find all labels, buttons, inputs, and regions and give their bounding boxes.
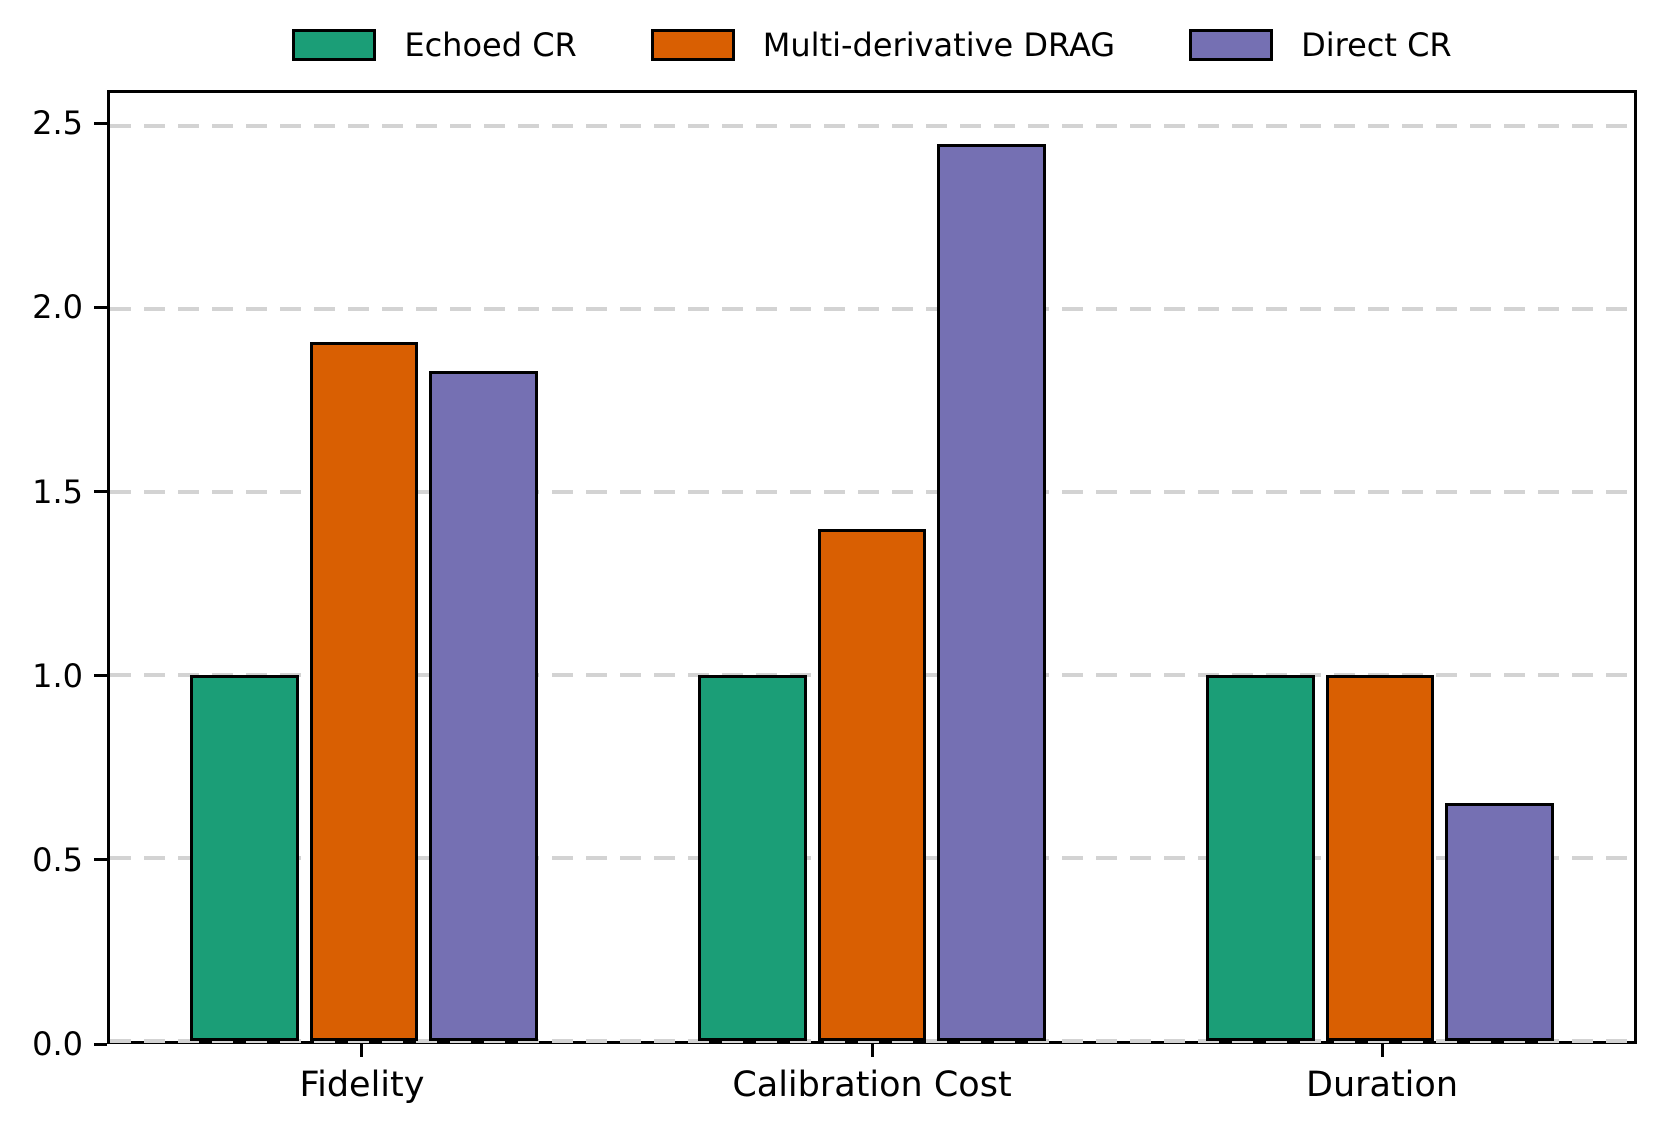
y-tick-mark — [94, 674, 107, 678]
y-axis: 0.0 0.5 1.0 1.5 2.0 2.5 — [0, 90, 107, 1060]
x-tick-label-fidelity: Fidelity — [299, 1065, 425, 1105]
y-tick-mark — [94, 121, 107, 125]
plot-area — [107, 90, 1637, 1044]
bar-direct-cr-duration — [1445, 803, 1554, 1041]
bar-echoed-cr-duration — [1206, 674, 1315, 1041]
bar-echoed-cr-fidelity — [190, 674, 299, 1041]
y-tick-mark — [94, 1042, 107, 1046]
x-tick-mark — [870, 1044, 874, 1057]
gridline-2-0 — [110, 306, 1634, 311]
y-tick-label: 0.0 — [32, 1025, 83, 1063]
legend-item-multi-derivative-drag: Multi-derivative DRAG — [650, 26, 1116, 64]
bar-direct-cr-fidelity — [429, 371, 538, 1041]
chart-legend: Echoed CR Multi-derivative DRAG Direct CR — [107, 14, 1637, 76]
y-tick-label: 1.0 — [32, 656, 83, 695]
x-tick-label-duration: Duration — [1305, 1065, 1459, 1105]
y-tick-label: 2.5 — [32, 104, 83, 143]
legend-item-echoed-cr: Echoed CR — [292, 26, 577, 64]
legend-swatch-icon — [1189, 29, 1274, 61]
legend-label: Direct CR — [1301, 26, 1452, 64]
y-tick-mark — [94, 858, 107, 862]
bar-echoed-cr-calibration-cost — [698, 674, 807, 1041]
legend-label: Multi-derivative DRAG — [762, 26, 1116, 64]
y-tick-mark — [94, 305, 107, 309]
y-tick-mark — [94, 490, 107, 493]
bar-direct-cr-calibration-cost — [937, 144, 1046, 1041]
x-axis: Fidelity Calibration Cost Duration — [107, 1044, 1637, 1139]
legend-label: Echoed CR — [404, 26, 577, 64]
y-tick-label: 1.5 — [32, 472, 83, 511]
x-tick-mark — [1380, 1044, 1384, 1057]
bar-multi-derivative-drag-duration — [1325, 674, 1435, 1041]
x-tick-mark — [360, 1044, 364, 1057]
gridline-0-0 — [110, 1039, 1634, 1043]
legend-swatch-icon — [650, 29, 735, 61]
x-tick-label-calibration-cost: Calibration Cost — [732, 1065, 1012, 1105]
bar-multi-derivative-drag-calibration-cost — [817, 528, 927, 1041]
legend-swatch-icon — [292, 29, 377, 61]
gridline-1-5 — [110, 489, 1634, 494]
y-tick-label: 2.0 — [32, 288, 83, 327]
legend-item-direct-cr: Direct CR — [1189, 29, 1452, 61]
gridline-2-5 — [110, 123, 1634, 128]
y-tick-label: 0.5 — [32, 840, 83, 879]
bar-multi-derivative-drag-fidelity — [309, 341, 419, 1041]
